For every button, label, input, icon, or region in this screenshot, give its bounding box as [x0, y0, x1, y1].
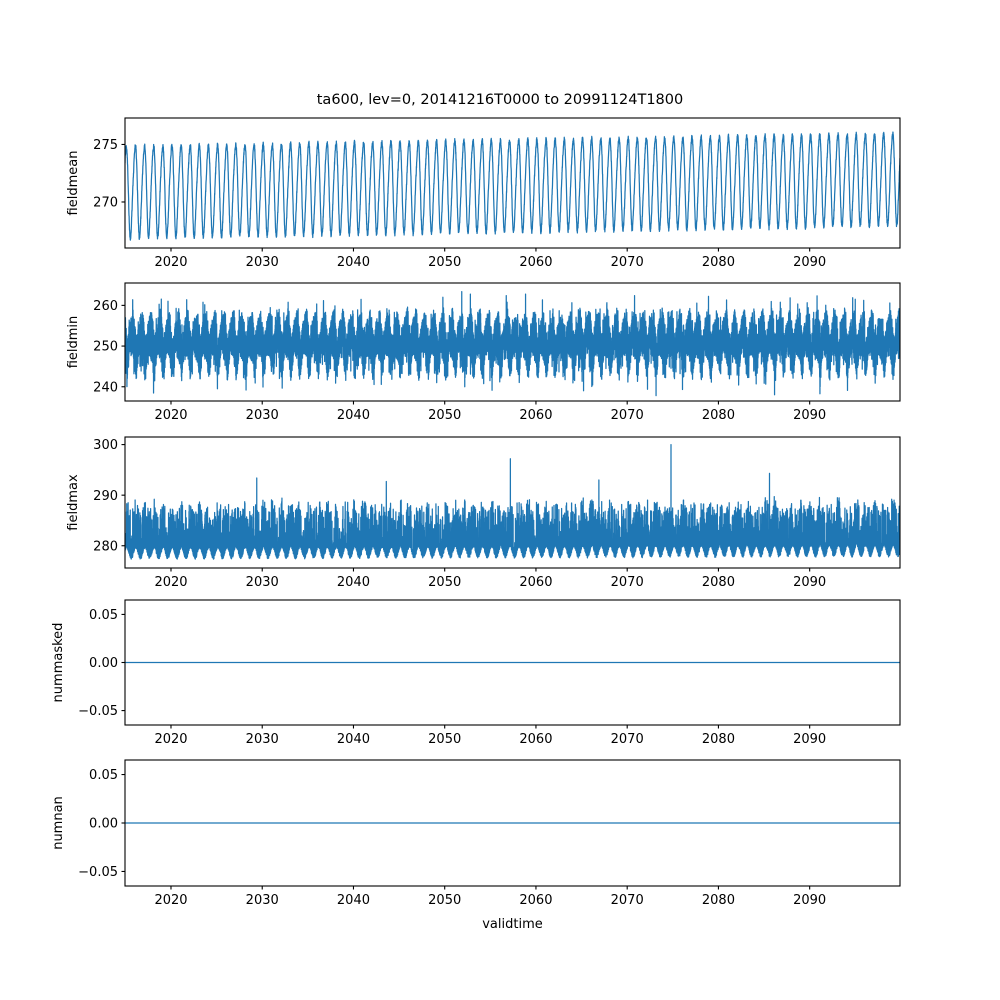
x-tick-label: 2050 — [428, 408, 461, 423]
x-tick-label: 2020 — [154, 255, 187, 270]
x-tick-label: 2040 — [337, 255, 370, 270]
x-tick-label: 2070 — [611, 408, 644, 423]
y-tick-label: 0.00 — [89, 656, 118, 671]
x-tick-label: 2090 — [793, 255, 826, 270]
x-tick-label: 2030 — [246, 893, 279, 908]
x-tick-label: 2080 — [702, 255, 735, 270]
x-tick-label: 2090 — [793, 893, 826, 908]
x-tick-label: 2040 — [337, 408, 370, 423]
x-tick-label: 2090 — [793, 575, 826, 590]
panel-fieldmean: 270 275 2020 2030 2040 2050 2060 2070 2080 2090 fi… — [66, 117, 901, 270]
y-tick-label: 290 — [93, 489, 118, 504]
x-tick-label: 2090 — [793, 732, 826, 747]
axes-spines — [124, 117, 901, 249]
x-tick-label: 2060 — [519, 732, 552, 747]
x-tick-label: 2070 — [611, 893, 644, 908]
y-tick-label: 270 — [93, 196, 118, 211]
series-line-fieldmean — [125, 131, 900, 241]
x-axis-label: validtime — [482, 917, 543, 932]
x-tick-label: 2020 — [154, 408, 187, 423]
x-tick-label: 2050 — [428, 732, 461, 747]
x-tick-label: 2050 — [428, 893, 461, 908]
x-tick-label: 2030 — [246, 255, 279, 270]
x-tick-label: 2020 — [154, 893, 187, 908]
x-tick-label: 2070 — [611, 255, 644, 270]
x-tick-label: 2050 — [428, 255, 461, 270]
y-tick-label: 300 — [93, 438, 118, 453]
series-line-fieldmin — [125, 290, 900, 397]
x-tick-label: 2080 — [702, 893, 735, 908]
y-tick-label: −0.05 — [78, 704, 118, 719]
x-tick-label: 2060 — [519, 575, 552, 590]
y-axis-label-fieldmin: fieldmin — [66, 316, 81, 369]
x-tick-label: 2040 — [337, 575, 370, 590]
panel-numnan: −0.05 0.00 0.05 2020 2030 2040 2050 2060 2070 208… — [51, 759, 901, 932]
x-tick-label: 2030 — [246, 575, 279, 590]
y-tick-label: 275 — [93, 138, 118, 153]
x-tick-label: 2060 — [519, 893, 552, 908]
x-tick-label: 2080 — [702, 575, 735, 590]
y-axis-label-numnan: numnan — [51, 796, 66, 850]
panel-nummasked: −0.05 0.00 0.05 2020 2030 2040 2050 2060 2070 208… — [51, 599, 901, 747]
x-tick-label: 2020 — [154, 575, 187, 590]
axes-spines — [124, 436, 901, 569]
axes-spines — [124, 282, 901, 402]
x-tick-label: 2050 — [428, 575, 461, 590]
x-tick-label: 2070 — [611, 732, 644, 747]
x-tick-label: 2090 — [793, 408, 826, 423]
x-tick-label: 2080 — [702, 408, 735, 423]
y-tick-label: 280 — [93, 539, 118, 554]
panel-fieldmax: 280 290 300 2020 2030 2040 2050 2060 2070 2080 209… — [66, 436, 901, 590]
x-tick-label: 2040 — [337, 732, 370, 747]
y-tick-label: 240 — [93, 380, 118, 395]
x-tick-label: 2030 — [246, 408, 279, 423]
y-tick-label: 0.05 — [89, 608, 118, 623]
y-axis-label-fieldmean: fieldmean — [66, 151, 81, 216]
y-axis-label-fieldmax: fieldmax — [66, 474, 81, 531]
x-tick-label: 2060 — [519, 255, 552, 270]
x-tick-label: 2020 — [154, 732, 187, 747]
figure-title: ta600, lev=0, 20141216T0000 to 20991124T… — [317, 92, 684, 108]
series-line-fieldmax — [125, 443, 900, 560]
y-tick-label: 260 — [93, 299, 118, 314]
panel-fieldmin: 240 250 260 2020 2030 2040 2050 2060 2070 2080 209… — [66, 282, 901, 423]
x-tick-label: 2070 — [611, 575, 644, 590]
y-tick-label: −0.05 — [78, 865, 118, 880]
x-tick-label: 2080 — [702, 732, 735, 747]
y-tick-label: 0.05 — [89, 768, 118, 783]
y-axis-label-nummasked: nummasked — [51, 623, 66, 703]
y-tick-label: 250 — [93, 340, 118, 355]
x-tick-label: 2030 — [246, 732, 279, 747]
x-tick-label: 2040 — [337, 893, 370, 908]
x-tick-label: 2060 — [519, 408, 552, 423]
y-tick-label: 0.00 — [89, 817, 118, 832]
